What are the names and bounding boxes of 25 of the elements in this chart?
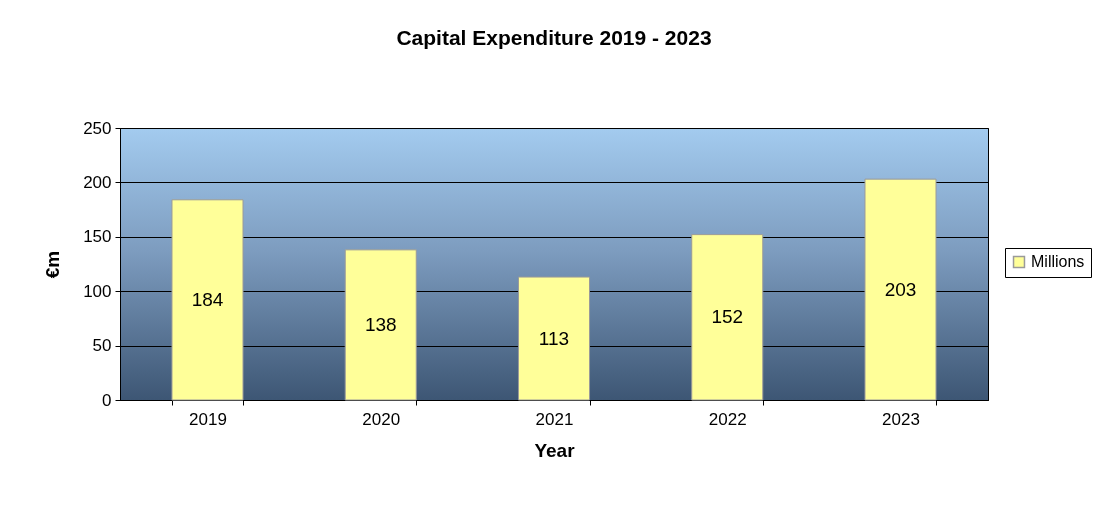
x-tick-label: 2022 — [708, 409, 747, 429]
data-label: 184 — [191, 288, 224, 310]
y-axis-title: €m — [42, 250, 64, 279]
y-tick-label: 100 — [83, 281, 112, 301]
bar — [517, 276, 591, 401]
x-axis-title: Year — [534, 439, 576, 461]
data-label: 203 — [884, 278, 917, 300]
y-tick-label: 250 — [83, 118, 112, 138]
x-tick-label: 2023 — [882, 409, 920, 429]
y-tick-label: 200 — [83, 172, 112, 192]
x-tick-label: 2020 — [362, 409, 401, 429]
legend-label: Millions — [1031, 253, 1085, 270]
data-label: 152 — [711, 306, 744, 328]
bar — [171, 199, 244, 401]
chart-title: Capital Expenditure 2019 - 2023 — [396, 26, 712, 49]
x-tick-label: 2019 — [189, 409, 227, 429]
y-tick-label: 150 — [83, 227, 112, 247]
x-tick-label: 2021 — [535, 409, 574, 429]
data-label: 113 — [538, 327, 570, 349]
bar — [344, 249, 417, 401]
bar — [864, 178, 937, 401]
y-tick-label: 50 — [92, 336, 112, 356]
bar — [691, 234, 764, 401]
y-tick-label: 0 — [102, 390, 112, 410]
data-label: 138 — [364, 313, 397, 335]
